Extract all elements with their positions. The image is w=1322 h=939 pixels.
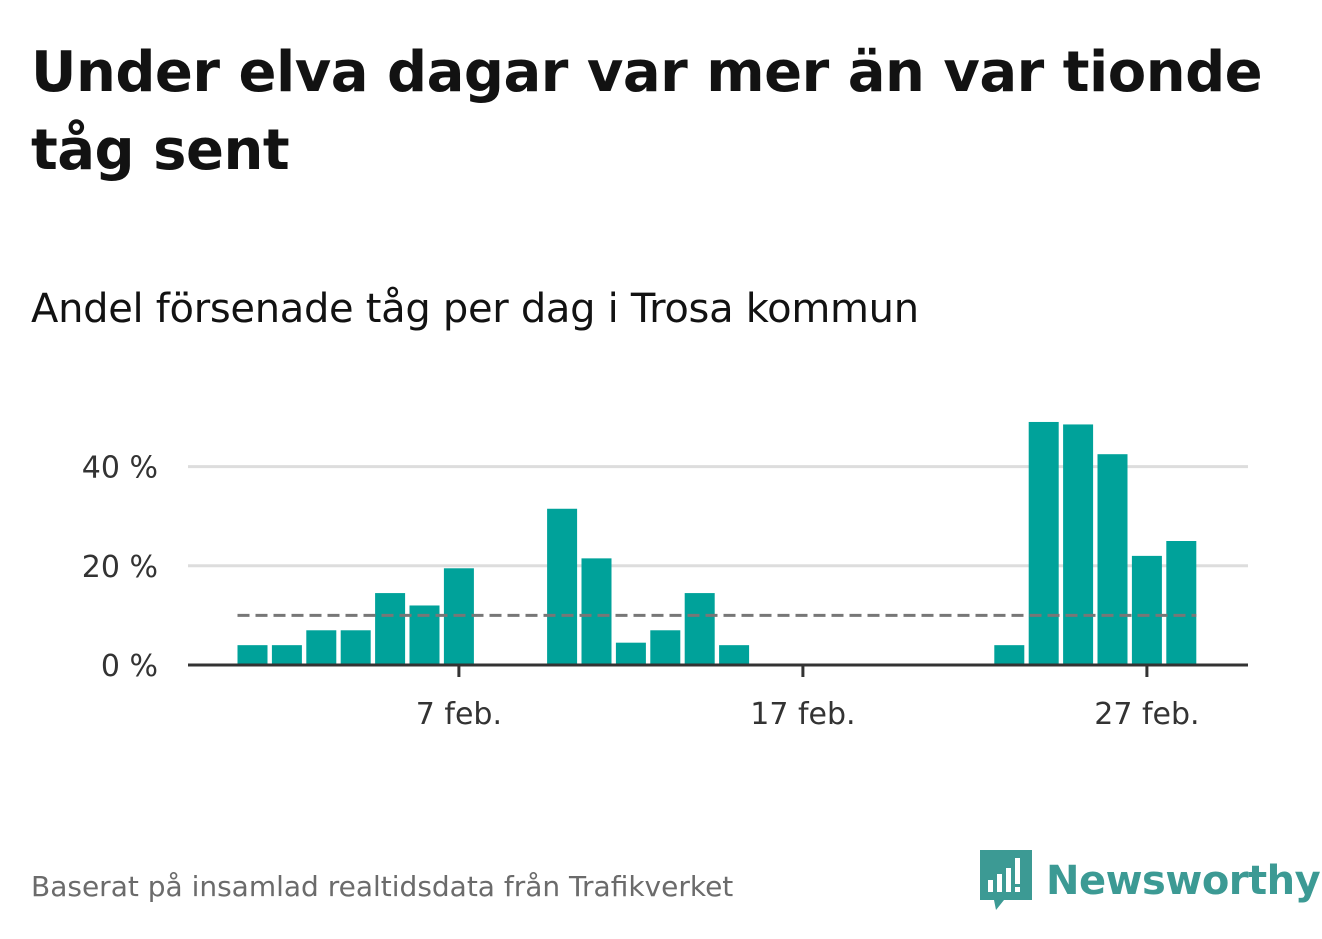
bar [1131,555,1162,665]
bar [375,593,406,665]
bar [1097,454,1128,665]
bar [994,645,1025,665]
x-tick-label: 17 feb. [750,697,855,732]
bar [237,645,268,665]
bar [615,642,646,665]
newsworthy-logo-icon [980,850,1032,910]
y-tick-label: 40 % [82,451,158,486]
x-tick-label: 7 feb. [416,697,502,732]
chart-headline: Under elva dagar var mer än var tionde t… [31,40,1263,183]
bar [547,508,578,665]
bar [719,645,750,665]
bar [684,593,715,665]
bar [340,630,371,665]
bar [306,630,337,665]
y-tick-label: 0 % [101,649,158,684]
bar [581,558,612,665]
y-tick-label: 20 % [82,550,158,585]
bars [237,421,1197,665]
bar [1063,424,1094,665]
bar [1028,421,1059,665]
source-note: Baserat på insamlad realtidsdata från Tr… [31,870,734,903]
newsworthy-logo[interactable]: Newsworthy [980,850,1321,912]
logo-text: Newsworthy [1046,858,1321,904]
axes: 0 % 20 % 40 % 7 feb. 17 feb. 27 feb. [82,451,1248,732]
bar [271,645,302,665]
bar [650,630,681,665]
bar [1166,541,1197,665]
x-tick-label: 27 feb. [1094,697,1199,732]
chart-subtitle: Andel försenade tåg per dag i Trosa komm… [31,286,919,332]
